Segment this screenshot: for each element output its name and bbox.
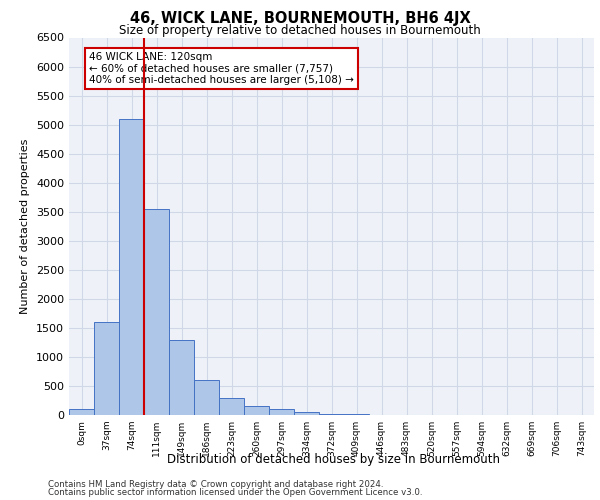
Y-axis label: Number of detached properties: Number of detached properties <box>20 138 31 314</box>
Bar <box>319 414 344 415</box>
Text: 46 WICK LANE: 120sqm
← 60% of detached houses are smaller (7,757)
40% of semi-de: 46 WICK LANE: 120sqm ← 60% of detached h… <box>89 52 354 85</box>
Text: Size of property relative to detached houses in Bournemouth: Size of property relative to detached ho… <box>119 24 481 37</box>
Text: Contains HM Land Registry data © Crown copyright and database right 2024.: Contains HM Land Registry data © Crown c… <box>48 480 383 489</box>
Bar <box>119 119 144 415</box>
Bar <box>169 340 194 415</box>
Bar <box>219 398 244 415</box>
Bar <box>94 322 119 415</box>
Bar <box>244 406 269 415</box>
Text: 46, WICK LANE, BOURNEMOUTH, BH6 4JX: 46, WICK LANE, BOURNEMOUTH, BH6 4JX <box>130 11 470 26</box>
Bar <box>269 409 294 415</box>
Text: Distribution of detached houses by size in Bournemouth: Distribution of detached houses by size … <box>167 452 500 466</box>
Bar <box>144 209 169 415</box>
Bar <box>194 380 219 415</box>
Text: Contains public sector information licensed under the Open Government Licence v3: Contains public sector information licen… <box>48 488 422 497</box>
Bar <box>294 412 319 415</box>
Bar <box>344 414 369 415</box>
Bar <box>69 409 94 415</box>
